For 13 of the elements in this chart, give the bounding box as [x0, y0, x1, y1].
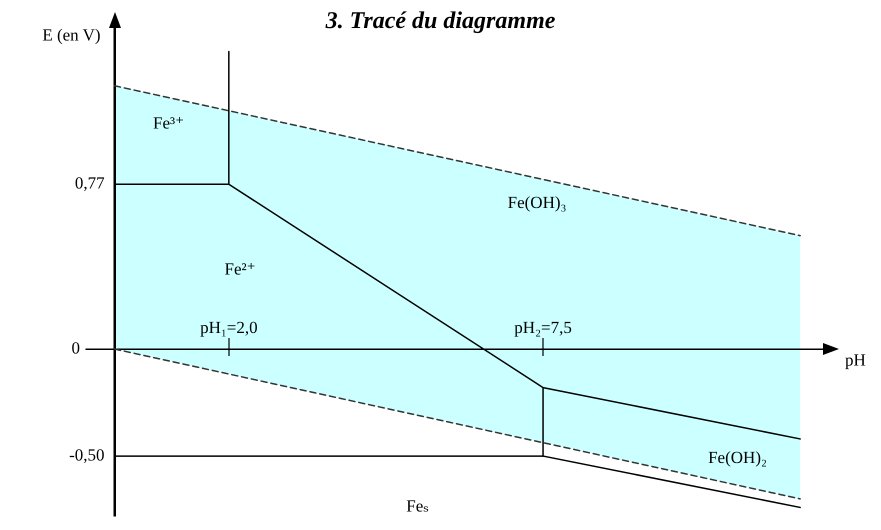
annotation: Fe²⁺: [224, 260, 256, 279]
y-tick-label: -0,50: [69, 446, 105, 465]
y-axis-title: E (en V): [42, 25, 101, 44]
annotation: Fe³⁺: [153, 114, 184, 133]
annotation: Feₛ: [406, 496, 430, 516]
x-tick-label: pH₂=7,5: [514, 318, 572, 338]
y-tick-label: 0: [72, 338, 80, 358]
chart-title: 3. Tracé du diagramme: [324, 8, 556, 34]
x-tick-label: pH₁=2,0: [200, 318, 258, 338]
x-axis-title: pH: [845, 350, 866, 370]
annotation: Fe(OH)₂: [708, 448, 767, 467]
y-tick-label: 0,77: [74, 174, 106, 193]
annotation: Fe(OH)₃: [508, 193, 567, 212]
